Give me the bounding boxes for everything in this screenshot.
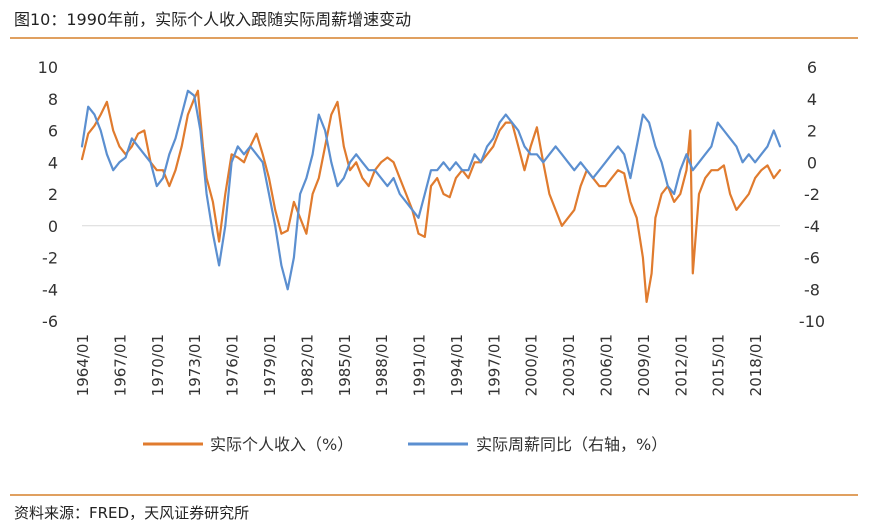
x-tick-label: 2018/01 xyxy=(747,334,765,396)
right-tick-label: -6 xyxy=(804,249,820,268)
right-axis: -10 -8 -6 -4 -2 0 2 4 6 xyxy=(799,58,825,331)
x-tick-label: 1970/01 xyxy=(149,334,167,396)
source-note: 资料来源：FRED，天风证券研究所 xyxy=(14,504,250,522)
left-tick-label: 0 xyxy=(48,217,58,236)
x-tick-label: 1988/01 xyxy=(373,334,391,396)
left-tick-label: -6 xyxy=(42,312,58,331)
x-tick-label: 1973/01 xyxy=(186,334,204,396)
right-tick-label: 6 xyxy=(807,58,817,77)
x-axis: 1964/01 1967/01 1970/01 1973/01 1976/01 1979/… xyxy=(74,334,765,396)
x-tick-label: 1991/01 xyxy=(411,334,429,396)
x-tick-label: 1994/01 xyxy=(448,334,466,396)
left-tick-label: -4 xyxy=(42,280,58,299)
x-tick-label: 1982/01 xyxy=(298,334,316,396)
left-tick-label: 4 xyxy=(48,153,58,172)
legend-label: 实际周薪同比（右轴，%） xyxy=(476,435,667,454)
x-tick-label: 1997/01 xyxy=(485,334,503,396)
x-tick-label: 2003/01 xyxy=(560,334,578,396)
x-tick-label: 2006/01 xyxy=(598,334,616,396)
x-tick-label: 1976/01 xyxy=(224,334,242,396)
series-layer xyxy=(80,89,782,303)
legend-label: 实际个人收入（%） xyxy=(210,435,353,454)
left-tick-label: -2 xyxy=(42,249,58,268)
series-line-personal-income xyxy=(80,89,782,303)
x-tick-label: 1979/01 xyxy=(261,334,279,396)
x-tick-label: 2000/01 xyxy=(523,334,541,396)
x-tick-label: 2009/01 xyxy=(635,334,653,396)
right-tick-label: 4 xyxy=(807,90,817,109)
right-tick-label: -10 xyxy=(799,312,825,331)
right-tick-label: -8 xyxy=(804,280,820,299)
left-tick-label: 8 xyxy=(48,90,58,109)
series-line-weekly-wage xyxy=(80,89,782,291)
left-tick-label: 6 xyxy=(48,122,58,141)
right-tick-label: -4 xyxy=(804,217,820,236)
figure-title: 图10：1990年前，实际个人收入跟随实际周薪增速变动 xyxy=(14,10,412,29)
x-tick-label: 2012/01 xyxy=(672,334,690,396)
x-tick-label: 2015/01 xyxy=(710,334,728,396)
bottom-rule xyxy=(10,494,858,496)
x-tick-label: 1985/01 xyxy=(336,334,354,396)
legend: 实际个人收入（%） 实际周薪同比（右轴，%） xyxy=(143,435,667,454)
x-tick-label: 1967/01 xyxy=(111,334,129,396)
x-tick-label: 1964/01 xyxy=(74,334,92,396)
right-tick-label: -2 xyxy=(804,185,820,204)
left-tick-label: 2 xyxy=(48,185,58,204)
right-tick-label: 2 xyxy=(807,122,817,141)
right-tick-label: 0 xyxy=(807,153,817,172)
left-tick-label: 10 xyxy=(38,58,58,77)
top-rule xyxy=(10,37,858,39)
left-axis: -6 -4 -2 0 2 4 6 8 10 xyxy=(38,58,58,331)
